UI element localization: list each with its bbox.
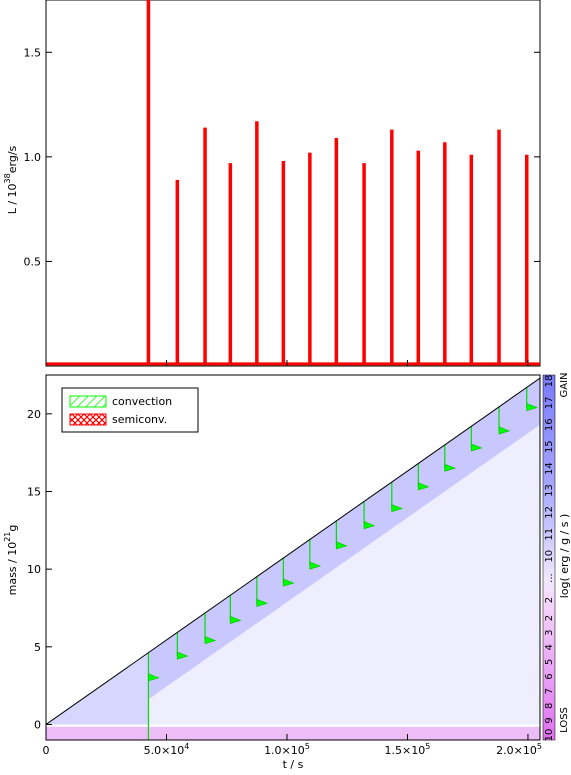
luminosity-curve xyxy=(46,0,540,366)
luminosity-y-axis-label: L / 1038erg/s xyxy=(3,145,19,214)
colorbar-loss-tick-label: 10 xyxy=(544,729,555,742)
time-x-tick-label: 0 xyxy=(43,744,50,757)
kippenhahn-plot-frame xyxy=(45,374,541,741)
colorbar-gain-tick-label: 13 xyxy=(544,484,555,497)
luminosity-y-tick-label: 0.5 xyxy=(24,255,42,268)
mass-y-tick-label: 20 xyxy=(27,408,41,421)
time-x-ticks: 0 5.0×104 1.0×105 1.5×105 2.0×105 xyxy=(43,360,542,757)
convection-zone xyxy=(417,482,430,491)
luminosity-y-tick-label: 1.0 xyxy=(24,151,42,164)
time-x-tick-label: 2.0×105 xyxy=(496,742,542,757)
convection-zone xyxy=(498,426,511,435)
time-x-tick-label: 1.0×105 xyxy=(264,742,310,757)
convection-zone xyxy=(526,403,538,412)
legend-semiconv-swatch xyxy=(69,413,107,426)
colorbar-gain-tick-label: 18 xyxy=(544,375,555,388)
colorbar-loss-label: LOSS xyxy=(559,707,570,733)
convection-zone xyxy=(309,561,322,570)
kippenhahn-panel: 0 5 10 15 20 0 5.0×104 1.0×105 1.5×105 2.0×105 m… xyxy=(3,360,571,771)
luminosity-y-label-text: L / 10 xyxy=(6,183,19,214)
colorbar-gain-tick-label: ... xyxy=(544,573,555,583)
luminosity-panel: 0.5 1.0 1.5 L / 1038erg/s xyxy=(3,0,541,367)
mass-y-label-text: mass / 10 xyxy=(6,542,19,596)
colorbar: 18 17 16 15 14 13 12 11 10... 2 2 3 4 5 6 7 8 9 10 GAIN L… xyxy=(542,372,571,742)
colorbar-loss-tick-label: 6 xyxy=(544,673,555,679)
convection-zone xyxy=(256,598,269,607)
convection-zone xyxy=(363,521,376,530)
luminosity-y-tick-label: 1.5 xyxy=(24,46,42,59)
colorbar-loss-ticks: 2 3 4 5 6 7 8 9 10 xyxy=(544,615,555,742)
convection-zone xyxy=(470,443,483,452)
mass-y-label-unit: g xyxy=(6,525,19,532)
mass-y-label-exponent: 21 xyxy=(3,532,12,542)
colorbar-gain-tick-label: 15 xyxy=(544,440,555,453)
colorbar-loss-tick-label: 2 xyxy=(544,615,555,621)
mass-y-tick-label: 10 xyxy=(27,563,41,576)
colorbar-gain-tick-label: 17 xyxy=(544,397,555,410)
convection-zone xyxy=(391,503,404,513)
legend-convection-swatch xyxy=(69,395,107,408)
mass-y-tick-label: 15 xyxy=(27,485,41,498)
luminosity-plot-frame xyxy=(45,0,541,367)
colorbar-gain-ticks: 18 17 16 15 14 13 12 11 10... 2 xyxy=(544,375,555,604)
mass-y-axis-label: mass / 1021g xyxy=(3,525,19,596)
convection-zone xyxy=(335,541,348,550)
colorbar-gain-tick-label: 16 xyxy=(544,418,555,431)
colorbar-gain-label: GAIN xyxy=(559,372,570,397)
energy-loss-band xyxy=(46,726,540,740)
colorbar-loss-tick-label: 8 xyxy=(544,703,555,709)
colorbar-axis-label: log( erg / g / s ) xyxy=(558,514,571,599)
time-x-tick-label: 5.0×104 xyxy=(144,742,190,757)
colorbar-loss-tick-label: 3 xyxy=(544,629,555,635)
colorbar-gain-tick-label: 10 xyxy=(544,550,555,563)
luminosity-y-label-exponent: 38 xyxy=(3,173,12,183)
colorbar-loss-tick-label: 7 xyxy=(544,688,555,694)
legend-semiconv-label: semiconv. xyxy=(112,413,167,426)
colorbar-loss-tick-label: 4 xyxy=(544,644,555,650)
colorbar-loss-tick-label: 9 xyxy=(544,717,555,723)
colorbar-gain-tick-label: 12 xyxy=(544,506,555,519)
luminosity-y-label-unit: erg/s xyxy=(6,145,19,173)
legend: convection semiconv. xyxy=(61,387,199,433)
colorbar-gain-tick-label: 2 xyxy=(544,597,555,603)
surface-line xyxy=(45,377,541,725)
mass-y-ticks: 0 5 10 15 20 xyxy=(27,408,52,731)
time-x-axis-label: t / s xyxy=(283,758,304,771)
colorbar-loss-tick-label: 5 xyxy=(544,659,555,665)
convection-zone xyxy=(444,463,457,472)
convection-zone xyxy=(282,578,295,587)
convection-zone xyxy=(148,673,160,682)
convection-zone xyxy=(229,615,242,624)
colorbar-gain-tick-label: 14 xyxy=(544,462,555,475)
colorbar-gain-tick-label: 11 xyxy=(544,528,555,541)
luminosity-y-ticks: 0.5 1.0 1.5 xyxy=(24,46,540,268)
time-x-tick-label: 1.5×105 xyxy=(385,742,431,757)
mass-y-tick-label: 0 xyxy=(34,718,41,731)
colorbar-strip xyxy=(542,374,556,741)
convection-zone xyxy=(176,651,189,660)
legend-convection-label: convection xyxy=(112,395,172,408)
convection-zones xyxy=(147,387,538,740)
mass-y-tick-label: 5 xyxy=(34,641,41,654)
convection-zone xyxy=(204,636,217,645)
